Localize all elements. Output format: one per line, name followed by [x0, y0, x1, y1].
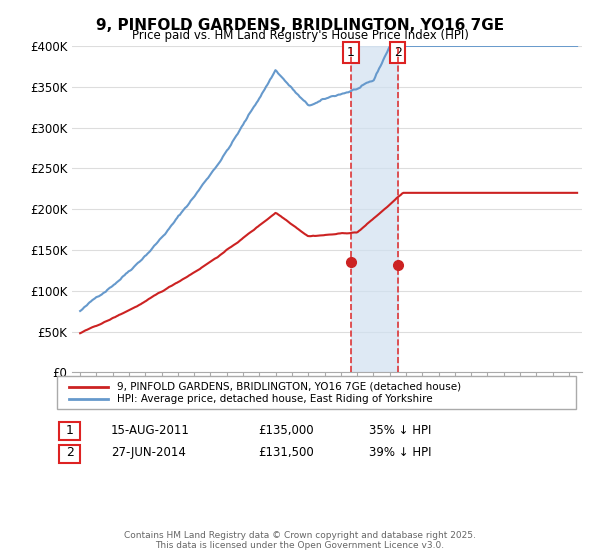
Text: £135,000: £135,000: [258, 423, 314, 437]
Text: 15-AUG-2011: 15-AUG-2011: [111, 423, 190, 437]
Text: HPI: Average price, detached house, East Riding of Yorkshire: HPI: Average price, detached house, East…: [117, 394, 433, 404]
Text: Contains HM Land Registry data © Crown copyright and database right 2025.
This d: Contains HM Land Registry data © Crown c…: [124, 530, 476, 550]
Text: 39% ↓ HPI: 39% ↓ HPI: [369, 446, 431, 459]
Text: Price paid vs. HM Land Registry's House Price Index (HPI): Price paid vs. HM Land Registry's House …: [131, 29, 469, 42]
Text: 1: 1: [65, 423, 74, 437]
Text: 2: 2: [65, 446, 74, 459]
Text: 1: 1: [347, 46, 355, 59]
Text: 27-JUN-2014: 27-JUN-2014: [111, 446, 186, 459]
Text: £131,500: £131,500: [258, 446, 314, 459]
Text: 35% ↓ HPI: 35% ↓ HPI: [369, 423, 431, 437]
Bar: [351, 46, 398, 372]
Text: 9, PINFOLD GARDENS, BRIDLINGTON, YO16 7GE (detached house): 9, PINFOLD GARDENS, BRIDLINGTON, YO16 7G…: [117, 382, 461, 392]
Text: 9, PINFOLD GARDENS, BRIDLINGTON, YO16 7GE: 9, PINFOLD GARDENS, BRIDLINGTON, YO16 7G…: [96, 18, 504, 33]
Text: 2: 2: [394, 46, 401, 59]
